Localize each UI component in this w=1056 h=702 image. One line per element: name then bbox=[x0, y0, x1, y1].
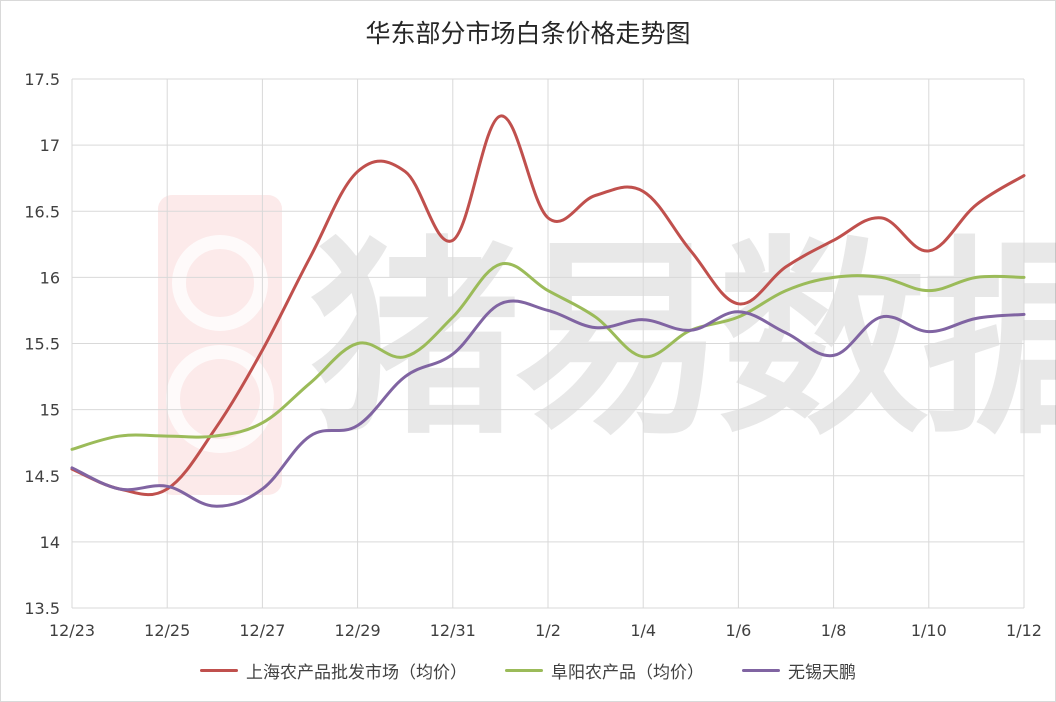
legend-label-shanghai: 上海农产品批发市场（均价） bbox=[246, 663, 467, 683]
watermark-logo bbox=[158, 195, 282, 495]
series-line-wuxi bbox=[70, 299, 1026, 508]
legend-item-shanghai: 上海农产品批发市场（均价） bbox=[200, 658, 467, 683]
y-tick-label: 17.5 bbox=[24, 70, 60, 89]
y-tick-label: 17 bbox=[40, 136, 60, 155]
legend: 上海农产品批发市场（均价） 阜阳农产品（均价） 无锡天鹏 bbox=[0, 658, 1056, 683]
series-lines bbox=[70, 114, 1026, 508]
y-axis: 13.5 14 14.5 15 15.5 16 16.5 17 17.5 bbox=[24, 70, 60, 618]
legend-swatch-wuxi bbox=[742, 669, 780, 672]
legend-item-fuyang: 阜阳农产品（均价） bbox=[505, 658, 704, 683]
legend-swatch-shanghai bbox=[200, 669, 238, 672]
chart-title: 华东部分市场白条价格走势图 bbox=[365, 19, 691, 48]
y-tick-label: 16.5 bbox=[24, 202, 60, 221]
y-tick-label: 14.5 bbox=[24, 467, 60, 486]
x-tick-label: 1/2 bbox=[535, 621, 561, 640]
x-tick-label: 1/8 bbox=[821, 621, 847, 640]
x-tick-label: 1/10 bbox=[911, 621, 947, 640]
x-tick-label: 12/23 bbox=[49, 621, 95, 640]
legend-item-wuxi: 无锡天鹏 bbox=[742, 658, 856, 683]
gridlines bbox=[71, 78, 1025, 609]
y-tick-label: 13.5 bbox=[24, 599, 60, 618]
x-tick-label: 1/12 bbox=[1006, 621, 1042, 640]
y-tick-label: 14 bbox=[40, 533, 60, 552]
y-tick-label: 15.5 bbox=[24, 335, 60, 354]
x-tick-label: 12/25 bbox=[144, 621, 190, 640]
legend-swatch-fuyang bbox=[505, 669, 543, 672]
x-axis: 12/23 12/25 12/27 12/29 12/31 1/2 1/4 1/6 1/8 1/1… bbox=[49, 621, 1042, 640]
x-tick-label: 1/4 bbox=[630, 621, 656, 640]
x-tick-label: 12/27 bbox=[239, 621, 285, 640]
legend-label-fuyang: 阜阳农产品（均价） bbox=[551, 663, 704, 683]
legend-label-wuxi: 无锡天鹏 bbox=[788, 663, 856, 683]
series-line-fuyang bbox=[70, 262, 1026, 451]
watermark-text: 猪易数据 bbox=[310, 218, 1056, 463]
series-line-shanghai bbox=[70, 114, 1026, 497]
y-tick-label: 16 bbox=[40, 268, 60, 287]
x-tick-label: 1/6 bbox=[726, 621, 752, 640]
y-tick-label: 15 bbox=[40, 401, 60, 420]
x-tick-label: 12/31 bbox=[430, 621, 476, 640]
x-tick-label: 12/29 bbox=[335, 621, 381, 640]
